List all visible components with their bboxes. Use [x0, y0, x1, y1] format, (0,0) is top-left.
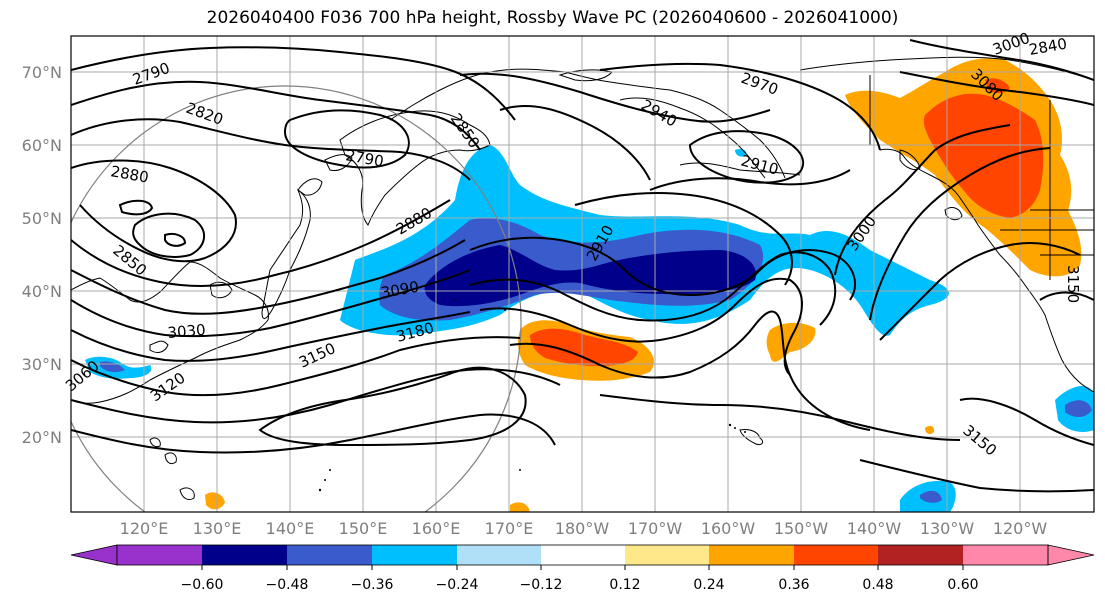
colorbar-tick-label: −0.12 [520, 577, 563, 593]
colorbar-extend-low [70, 544, 118, 566]
colorbar-segment [625, 545, 709, 565]
colorbar-segment [372, 545, 457, 565]
range-circle [71, 85, 522, 512]
colorbar-tick-label: −0.24 [436, 577, 479, 593]
colorbar-tick-label: 0.36 [778, 577, 809, 593]
islands [318, 299, 746, 492]
colorbar-segment [457, 545, 541, 565]
lon-label: 150°E [339, 519, 388, 538]
lon-label: 170°E [485, 519, 534, 538]
lon-label: 150°W [774, 519, 829, 538]
colorbar-segment [287, 545, 372, 565]
lon-label: 120°W [993, 519, 1048, 538]
colorbar-tick-label: −0.48 [266, 577, 309, 593]
lat-label: 40°N [22, 282, 62, 301]
lat-label: 20°N [22, 428, 62, 447]
colorbar-tick-label: 0.12 [609, 577, 640, 593]
lat-label: 60°N [22, 136, 62, 155]
lon-label: 140°E [266, 519, 315, 538]
colorbar-ticks [201, 565, 964, 570]
lon-label: 160°E [412, 519, 461, 538]
contour-label: 3030 [167, 321, 207, 342]
colorbar-segment [117, 545, 202, 565]
colorbar-tick-label: 0.48 [862, 577, 893, 593]
contour-label: 3150 [1064, 265, 1082, 303]
colorbar-outline [116, 544, 1049, 566]
latitude-labels: 70°N 60°N 50°N 40°N 30°N 20°N [22, 63, 62, 447]
graticule [71, 36, 1094, 512]
lon-label: 130°E [193, 519, 242, 538]
lat-label: 50°N [22, 209, 62, 228]
colorbar: −0.60 −0.48 −0.36 −0.24 −0.12 0.12 0.24 … [70, 544, 1095, 593]
colorbar-tick-label: 0.24 [693, 577, 724, 593]
colorbar-segment [794, 545, 878, 565]
lat-label: 70°N [22, 63, 62, 82]
colorbar-tick-label: −0.36 [351, 577, 394, 593]
colorbar-extend-high [1047, 544, 1095, 566]
height-contours [71, 39, 1094, 493]
lon-label: 140°W [847, 519, 902, 538]
lon-label: 120°E [120, 519, 169, 538]
colorbar-segment [963, 545, 1048, 565]
lat-label: 30°N [22, 355, 62, 374]
lon-label: 170°W [628, 519, 683, 538]
colorbar-segment [709, 545, 794, 565]
shaded-positive-anomalies [205, 58, 1082, 512]
colorbar-segment [202, 545, 287, 565]
lon-label: 130°W [920, 519, 975, 538]
lon-label: 180°W [555, 519, 610, 538]
map-frame [70, 35, 1095, 513]
colorbar-segment [541, 545, 625, 565]
colorbar-segment [878, 545, 963, 565]
lon-label: 160°W [701, 519, 756, 538]
longitude-labels: 120°E 130°E 140°E 150°E 160°E 170°E 180°… [120, 519, 1048, 538]
map-title: 2026040400 F036 700 hPa height, Rossby W… [206, 8, 899, 28]
colorbar-tick-label: 0.60 [947, 577, 978, 593]
colorbar-tick-label: −0.60 [181, 577, 224, 593]
